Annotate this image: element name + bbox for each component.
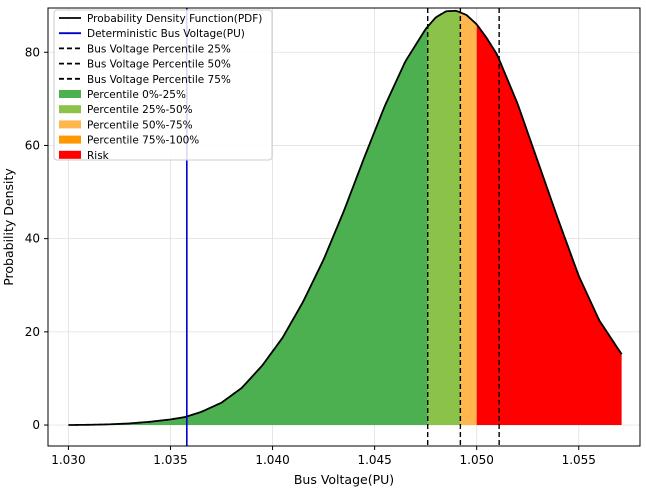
legend-patch-swatch <box>59 120 81 129</box>
pdf-curve <box>68 9 623 426</box>
legend-patch-swatch <box>59 135 81 144</box>
y-tick-label: 80 <box>25 45 40 59</box>
legend-label: Percentile 25%-50% <box>87 104 193 116</box>
region-percentile-25-50- <box>427 10 461 426</box>
x-tick-label: 1.055 <box>562 453 596 467</box>
legend-label: Deterministic Bus Voltage(PU) <box>87 28 245 40</box>
y-tick-label: 60 <box>25 138 40 152</box>
x-tick-label: 1.030 <box>51 453 85 467</box>
y-tick-label: 40 <box>25 232 40 246</box>
axes-frame <box>47 7 641 447</box>
legend-label: Risk <box>87 150 110 162</box>
legend-label: Bus Voltage Percentile 50% <box>87 59 231 71</box>
y-tick-label: 20 <box>25 325 40 339</box>
legend-label: Bus Voltage Percentile 75% <box>87 74 231 86</box>
legend-patch-swatch <box>59 150 81 159</box>
legend-label: Percentile 50%-75% <box>87 119 193 131</box>
legend-patch-swatch <box>59 90 81 98</box>
x-tick-label: 1.050 <box>460 453 494 467</box>
x-tick-label: 1.035 <box>153 453 187 467</box>
x-tick-label: 1.045 <box>357 453 391 467</box>
legend-box <box>53 9 273 161</box>
legend-label: Bus Voltage Percentile 25% <box>87 43 231 55</box>
region-percentile-50-75- <box>460 12 477 426</box>
legend-label: Percentile 0%-25% <box>87 89 186 101</box>
x-tick-label: 1.040 <box>255 453 289 467</box>
legend-label: Probability Density Function(PDF) <box>87 13 262 25</box>
region-risk <box>476 24 622 426</box>
y-tick-label: 0 <box>32 418 40 432</box>
legend-patch-swatch <box>59 105 81 114</box>
y-axis-label: Probability Density <box>1 168 16 286</box>
legend-label: Percentile 75%-100% <box>87 135 199 147</box>
x-axis-label: Bus Voltage(PU) <box>294 472 394 487</box>
region-percentile-0-25- <box>68 26 428 426</box>
